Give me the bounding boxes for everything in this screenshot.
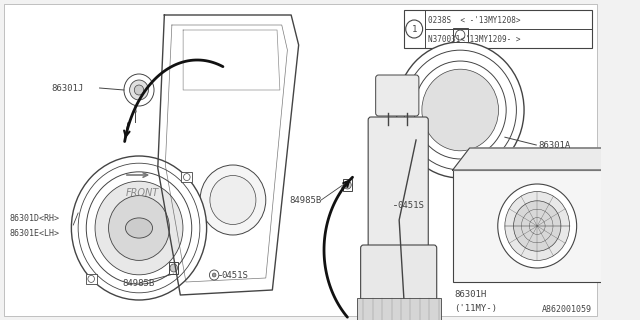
- Circle shape: [505, 192, 570, 260]
- FancyBboxPatch shape: [361, 245, 436, 301]
- Circle shape: [456, 180, 465, 190]
- Circle shape: [184, 173, 190, 180]
- Text: A862001059: A862001059: [541, 305, 592, 314]
- Text: 86301D<RH>: 86301D<RH>: [10, 213, 60, 222]
- FancyBboxPatch shape: [86, 274, 97, 284]
- Circle shape: [130, 80, 148, 100]
- Text: 86301J: 86301J: [52, 84, 84, 92]
- Circle shape: [200, 165, 266, 235]
- FancyBboxPatch shape: [452, 28, 468, 42]
- Circle shape: [422, 69, 499, 151]
- Circle shape: [134, 85, 144, 95]
- Circle shape: [210, 175, 256, 225]
- Circle shape: [72, 156, 207, 300]
- FancyBboxPatch shape: [404, 10, 592, 48]
- Circle shape: [637, 130, 640, 146]
- Circle shape: [498, 184, 577, 268]
- Text: 86301H: 86301H: [454, 290, 487, 299]
- Text: 0451S: 0451S: [221, 270, 248, 279]
- Circle shape: [95, 181, 183, 275]
- Circle shape: [209, 270, 219, 280]
- Circle shape: [406, 20, 422, 38]
- Circle shape: [414, 61, 506, 159]
- Text: 84985B: 84985B: [289, 196, 321, 204]
- Circle shape: [385, 200, 394, 210]
- Circle shape: [170, 264, 177, 272]
- Text: 0238S  < -'13MY1208>: 0238S < -'13MY1208>: [428, 15, 521, 25]
- Polygon shape: [452, 148, 639, 170]
- Circle shape: [78, 163, 200, 293]
- FancyBboxPatch shape: [357, 298, 442, 320]
- Circle shape: [212, 273, 216, 277]
- FancyBboxPatch shape: [181, 172, 193, 182]
- Text: 84985B: 84985B: [122, 278, 154, 287]
- FancyBboxPatch shape: [368, 117, 428, 253]
- FancyBboxPatch shape: [4, 4, 597, 316]
- FancyBboxPatch shape: [343, 179, 352, 191]
- Ellipse shape: [125, 218, 152, 238]
- Text: 86301A: 86301A: [538, 140, 570, 149]
- Text: 86301E<LH>: 86301E<LH>: [10, 228, 60, 237]
- Circle shape: [404, 50, 516, 170]
- Text: 0451S: 0451S: [397, 201, 424, 210]
- FancyBboxPatch shape: [452, 170, 621, 282]
- Circle shape: [88, 276, 95, 283]
- Circle shape: [124, 74, 154, 106]
- FancyBboxPatch shape: [452, 178, 468, 192]
- Circle shape: [396, 42, 524, 178]
- Text: FRONT: FRONT: [126, 188, 159, 198]
- Polygon shape: [621, 148, 639, 282]
- Circle shape: [456, 30, 465, 40]
- Circle shape: [344, 181, 351, 189]
- FancyBboxPatch shape: [376, 75, 419, 116]
- Text: 1: 1: [412, 25, 417, 34]
- Polygon shape: [158, 15, 299, 295]
- Text: ('11MY-): ('11MY-): [454, 304, 497, 313]
- Circle shape: [388, 203, 392, 207]
- Circle shape: [109, 196, 170, 260]
- FancyBboxPatch shape: [169, 262, 179, 274]
- Circle shape: [513, 201, 561, 251]
- Circle shape: [86, 172, 192, 284]
- Text: N370031<'13MY1209- >: N370031<'13MY1209- >: [428, 35, 521, 44]
